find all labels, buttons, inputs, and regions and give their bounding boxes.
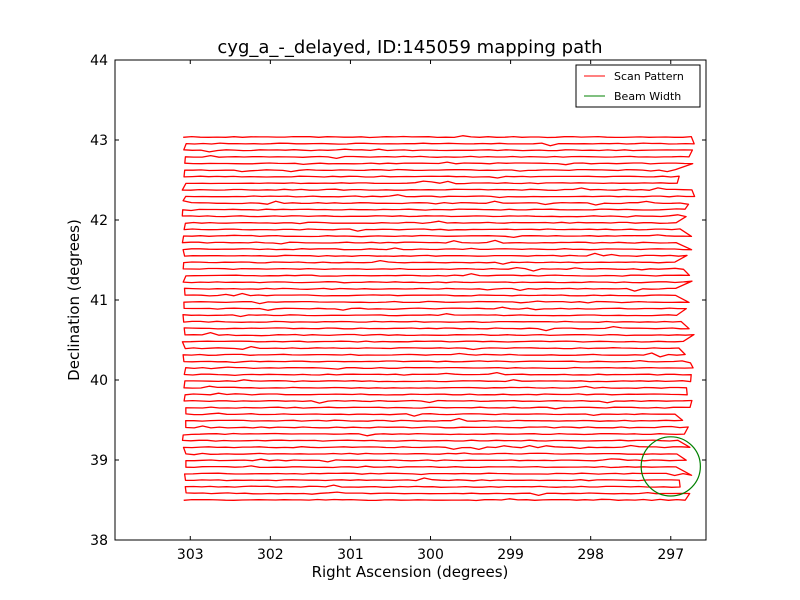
x-axis-label: Right Ascension (degrees) [312,563,509,581]
y-tick-label: 38 [90,533,108,549]
y-tick-label: 42 [90,213,108,229]
x-tick-label: 301 [337,547,364,563]
legend-label-scan-pattern: Scan Pattern [614,70,684,83]
x-tick-label: 299 [497,547,524,563]
legend-box [575,64,701,108]
plot-area [181,135,701,502]
legend: Scan Pattern Beam Width [575,64,701,108]
x-axis: 303 302 301 300 299 298 297 [177,60,684,563]
y-axis-label: Declination (degrees) [65,219,83,381]
y-tick-label: 40 [90,373,108,389]
scan-pattern-line [181,135,696,502]
y-tick-label: 39 [90,453,108,469]
x-tick-label: 303 [177,547,204,563]
x-tick-label: 298 [577,547,604,563]
y-axis: 38 39 40 41 42 43 44 [90,53,706,549]
x-tick-label: 300 [417,547,444,563]
chart-title: cyg_a_-_delayed, ID:145059 mapping path [217,37,602,58]
legend-label-beam-width: Beam Width [614,90,681,103]
x-tick-label: 297 [657,547,684,563]
x-tick-label: 302 [257,547,284,563]
beam-width-series [640,436,701,497]
y-tick-label: 41 [90,293,108,309]
scan-pattern-series [181,135,696,502]
beam-width-circle [640,436,701,497]
y-tick-label: 43 [90,133,108,149]
y-tick-label: 44 [90,53,108,69]
